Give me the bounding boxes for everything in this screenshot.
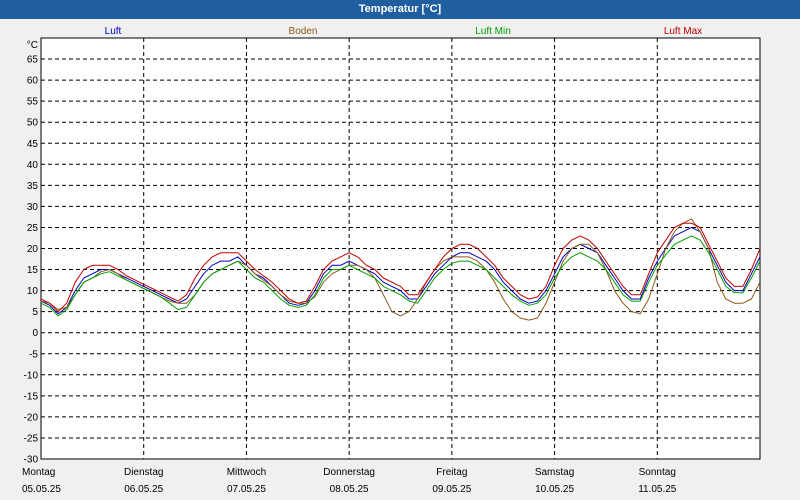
series-line-luft-max xyxy=(40,222,761,313)
temperature-chart: -30 -25 -20 -15 -10 -5 0 5 10 15 20 25 30 35 40 45 50 55 6… xyxy=(22,26,761,495)
y-tick-label: 30 xyxy=(27,202,39,213)
legend-entry: Luft xyxy=(105,26,122,37)
x-day-label: Sonntag xyxy=(639,467,676,478)
y-tick-label: 20 xyxy=(27,244,39,255)
window-title: Temperatur [°C] xyxy=(0,0,800,19)
y-tick-label: 40 xyxy=(27,160,39,171)
x-date-label: 07.05.25 xyxy=(227,484,266,495)
y-tick-label: -25 xyxy=(24,433,39,444)
y-tick-label: -5 xyxy=(29,349,38,360)
x-day-label: Donnerstag xyxy=(323,467,375,478)
legend-entry: Boden xyxy=(289,26,318,37)
y-axis-label: °C xyxy=(27,40,38,51)
y-tick-label: 60 xyxy=(27,76,39,87)
x-day-label: Samstag xyxy=(535,467,574,478)
y-tick-label: 25 xyxy=(27,223,39,234)
y-tick-label: 15 xyxy=(27,265,39,276)
y-tick-label: 0 xyxy=(32,328,38,339)
x-day-label: Freitag xyxy=(436,467,467,478)
y-tick-label: 35 xyxy=(27,181,39,192)
y-tick-label: -15 xyxy=(24,391,39,402)
x-date-label: 09.05.25 xyxy=(432,484,471,495)
legend-entry: Luft Min xyxy=(475,26,511,37)
y-tick-label: -20 xyxy=(24,412,39,423)
x-date-label: 06.05.25 xyxy=(124,484,163,495)
legend-entry: Luft Max xyxy=(664,26,702,37)
y-tick-label: -10 xyxy=(24,370,39,381)
y-tick-label: 55 xyxy=(27,97,39,108)
y-tick-label: 50 xyxy=(27,118,39,129)
y-tick-label: 65 xyxy=(27,55,39,66)
y-tick-label: 5 xyxy=(32,307,38,318)
x-date-label: 05.05.25 xyxy=(22,484,61,495)
x-date-label: 08.05.25 xyxy=(330,484,369,495)
series-line-luft xyxy=(40,226,761,315)
x-day-label: Montag xyxy=(22,467,55,478)
x-day-label: Mittwoch xyxy=(227,467,266,478)
series-line-luft-min xyxy=(40,235,761,317)
y-tick-label: 10 xyxy=(27,286,39,297)
y-tick-label: 45 xyxy=(27,139,39,150)
y-tick-label: -30 xyxy=(24,455,39,466)
x-day-label: Dienstag xyxy=(124,467,163,478)
x-date-label: 10.05.25 xyxy=(535,484,574,495)
x-date-label: 11.05.25 xyxy=(638,484,677,495)
